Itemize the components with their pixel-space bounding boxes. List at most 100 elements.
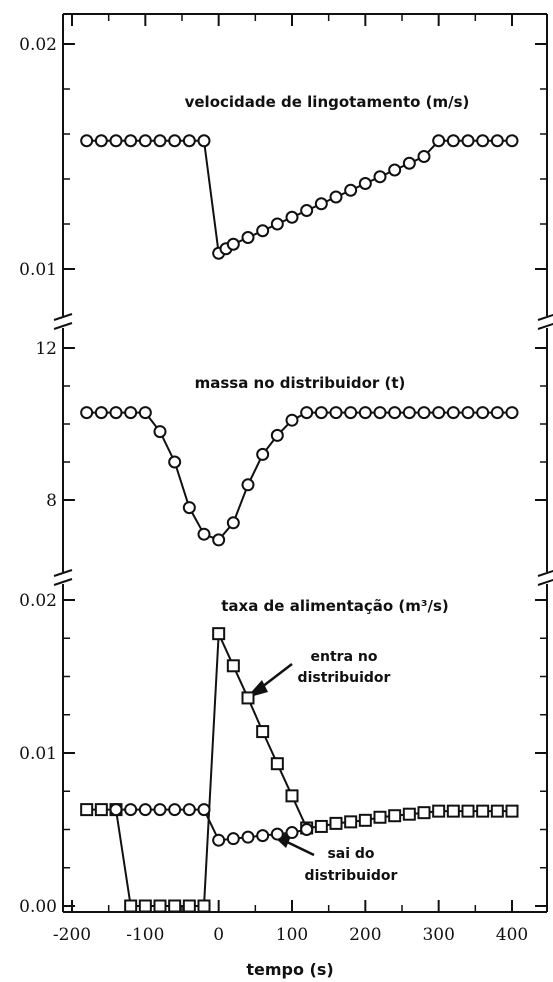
data-point-feed	[388, 809, 402, 823]
axes-frame	[53, 13, 553, 913]
data-point-mass	[285, 413, 299, 427]
data-point-feed	[461, 804, 475, 818]
data-point-mass	[138, 406, 152, 420]
data-point-feed	[109, 803, 123, 817]
data-point-speed	[446, 134, 460, 148]
data-point-feed	[168, 803, 182, 817]
data-point-feed	[417, 806, 431, 820]
data-point-speed	[329, 190, 343, 204]
data-point-mass	[417, 406, 431, 420]
data-point-feed	[241, 691, 255, 705]
annotation-entra-line1: entra no	[311, 649, 378, 665]
data-point-speed	[402, 156, 416, 170]
data-point-mass	[505, 406, 519, 420]
data-point-speed	[300, 204, 314, 217]
x-tick-label: 400	[496, 925, 528, 945]
annotation-entra-line2: distribuidor	[298, 670, 391, 686]
x-tick-label: 0	[213, 925, 224, 945]
y-tick-label-speed: 0.01	[19, 260, 57, 280]
data-point-speed	[358, 177, 372, 190]
data-point-feed	[80, 803, 94, 817]
y-tick-label-feed: 0.00	[19, 897, 57, 917]
data-point-feed	[226, 832, 240, 846]
data-point-speed	[241, 231, 255, 244]
x-tick-label: -100	[126, 925, 164, 945]
data-point-mass	[432, 406, 446, 420]
panel-title-speed: velocidade de lingotamento (m/s)	[185, 93, 470, 111]
data-point-mass	[300, 406, 314, 420]
annotation-sai-line1: sai do	[327, 846, 374, 862]
data-point-feed	[344, 815, 358, 829]
data-point-mass	[446, 406, 460, 420]
data-point-speed	[168, 134, 182, 148]
x-axis-title: tempo (s)	[246, 960, 333, 979]
data-point-feed	[124, 899, 138, 913]
axis-break-mark	[537, 313, 553, 321]
data-point-feed	[168, 899, 182, 913]
data-point-speed	[270, 217, 284, 231]
axis-break-mark	[53, 569, 73, 577]
data-point-speed	[476, 134, 490, 148]
data-point-feed	[182, 803, 196, 817]
data-point-mass	[373, 406, 387, 420]
data-point-feed	[94, 803, 108, 817]
data-point-feed	[446, 804, 460, 818]
y-tick-label-feed: 0.01	[19, 744, 57, 764]
x-tick-label: 200	[349, 925, 381, 945]
data-point-feed	[285, 826, 299, 840]
data-point-feed	[138, 899, 152, 913]
data-point-speed	[461, 134, 475, 148]
x-tick-label: 300	[422, 925, 454, 945]
panel-title-mass: massa no distribuidor (t)	[195, 374, 406, 392]
data-point-feed	[256, 725, 270, 739]
data-point-feed	[124, 803, 138, 817]
data-point-feed	[476, 804, 490, 818]
data-point-feed	[314, 819, 328, 833]
data-point-feed	[212, 833, 226, 847]
axis-break-mark	[537, 578, 553, 586]
data-point-mass	[329, 406, 343, 420]
data-point-speed	[124, 134, 138, 148]
data-point-speed	[80, 134, 94, 148]
data-point-mass	[270, 428, 284, 442]
data-point-feed	[256, 829, 270, 843]
data-point-speed	[256, 224, 270, 238]
data-point-mass	[358, 406, 372, 420]
data-point-mass	[490, 406, 504, 420]
axis-break-mark	[53, 313, 73, 321]
data-point-speed	[432, 134, 446, 148]
data-point-feed	[505, 804, 519, 818]
y-tick-label-mass: 12	[35, 339, 57, 359]
data-point-feed	[138, 803, 152, 817]
data-point-feed	[197, 899, 211, 913]
data-point-mass	[476, 406, 490, 420]
axis-break-mark	[53, 322, 73, 330]
data-point-mass	[256, 447, 270, 461]
data-point-feed	[212, 627, 226, 641]
panel-title-feed: taxa de alimentação (m³/s)	[221, 597, 448, 615]
data-point-mass	[314, 406, 328, 420]
data-point-mass	[182, 501, 196, 515]
data-point-feed	[241, 830, 255, 844]
axis-break-mark	[537, 569, 553, 577]
x-tick-label: -200	[53, 925, 91, 945]
data-point-speed	[182, 134, 196, 148]
data-point-speed	[226, 237, 240, 251]
data-point-feed	[300, 823, 314, 836]
data-point-mass	[402, 406, 416, 420]
data-point-feed	[153, 803, 167, 817]
data-point-feed	[197, 803, 211, 817]
annotation-sai-line2: distribuidor	[305, 868, 398, 884]
data-point-mass	[124, 406, 138, 420]
data-point-speed	[314, 197, 328, 211]
series-line-mass-0	[86, 411, 512, 542]
data-point-mass	[388, 406, 402, 420]
y-tick-label-mass: 8	[46, 491, 57, 511]
data-point-speed	[417, 150, 431, 163]
series-line-speed-0	[86, 139, 512, 255]
data-point-feed	[153, 899, 167, 913]
chart-marks: 0.02 0.01 12 8 0.02 0.01 0.00 -200 -100 0 100 200 30…	[19, 35, 528, 945]
data-point-mass	[94, 406, 108, 420]
data-point-speed	[197, 134, 211, 148]
